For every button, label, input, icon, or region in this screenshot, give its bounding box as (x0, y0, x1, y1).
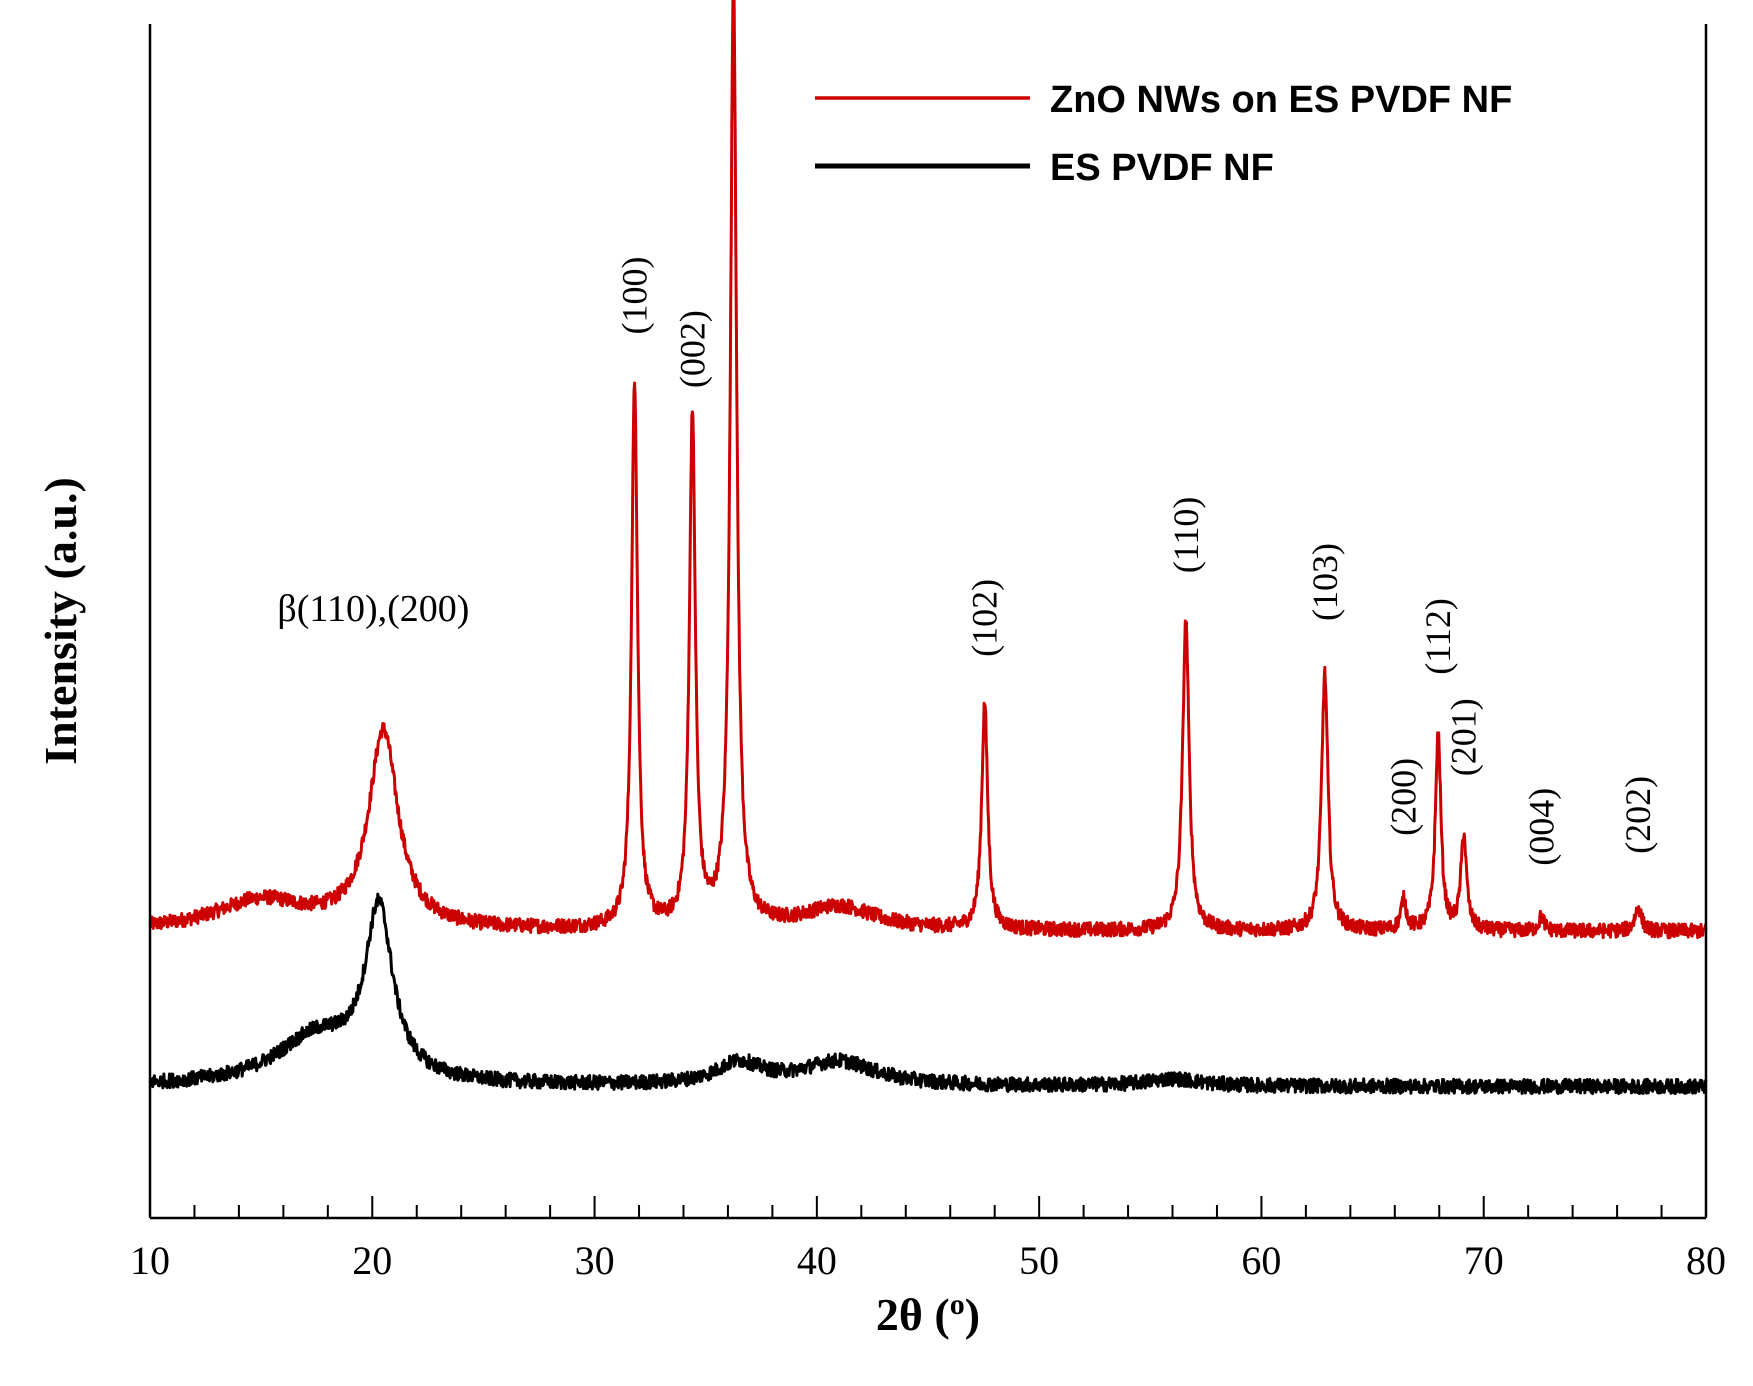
legend-label: ZnO NWs on ES PVDF NF (1050, 79, 1512, 121)
y-axis-title: Intensity (a.u.) (35, 477, 86, 765)
legend: ZnO NWs on ES PVDF NF ES PVDF NF (815, 79, 1512, 189)
ticks-layer: 10 20 30 40 50 60 70 80 (130, 1196, 1726, 1283)
peak-label: (100) (615, 256, 655, 334)
peak-label: (202) (1618, 776, 1658, 854)
x-tick-label: 20 (352, 1238, 392, 1283)
axis-titles: 2θ (o) Intensity (a.u.) (35, 477, 980, 1340)
peak-label: (004) (1522, 788, 1562, 866)
series-line-es-pvdf-nf (148, 892, 1708, 1096)
axes-layer (148, 24, 1708, 1220)
series-line-zno-nws-on-pvdf (148, 0, 1708, 940)
x-tick-label: 70 (1464, 1238, 1504, 1283)
peak-label: (200) (1384, 758, 1424, 836)
x-tick-label: 30 (575, 1238, 615, 1283)
series-layer (148, 0, 1708, 1096)
x-tick-label: 60 (1241, 1238, 1281, 1283)
peak-label: (002) (672, 310, 712, 388)
peak-label: (102) (965, 579, 1005, 657)
peak-label: (201) (1444, 698, 1484, 776)
x-tick-label: 40 (797, 1238, 837, 1283)
peak-label: (110) (1166, 497, 1206, 574)
peak-label: (112) (1418, 598, 1458, 675)
x-tick-label: 50 (1019, 1238, 1059, 1283)
legend-label: ES PVDF NF (1050, 147, 1274, 189)
x-axis-title: 2θ (o) (876, 1288, 980, 1340)
peak-label: (103) (1305, 543, 1345, 621)
x-tick-label: 10 (130, 1238, 170, 1283)
annotations-layer: β(110),(200)(100)(002)(101)(102)(110)(10… (277, 256, 1658, 866)
peak-label: β(110),(200) (277, 588, 469, 630)
x-tick-label: 80 (1686, 1238, 1726, 1283)
